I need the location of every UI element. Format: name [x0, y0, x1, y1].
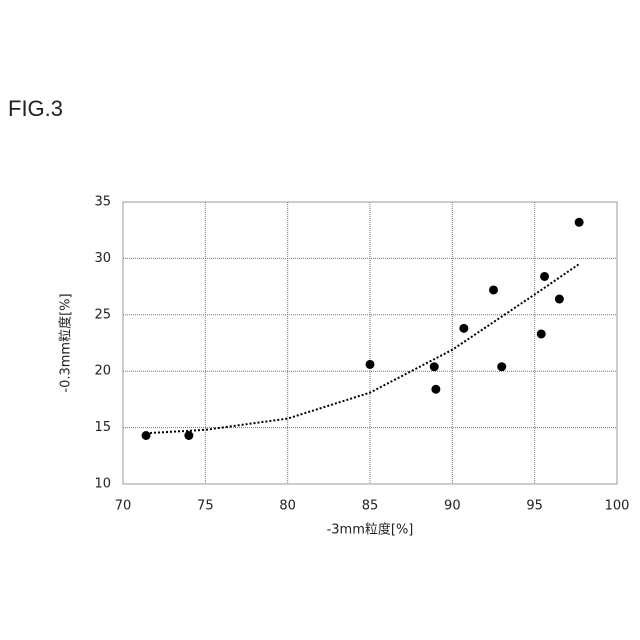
y-tick-label: 25: [94, 307, 111, 322]
x-tick-label: 100: [605, 499, 630, 514]
y-tick-label: 30: [94, 251, 111, 266]
data-point: [184, 431, 193, 440]
x-tick-label: 75: [197, 499, 214, 514]
y-tick-label: 35: [94, 195, 111, 210]
x-tick-label: 80: [279, 499, 296, 514]
data-point: [366, 360, 375, 369]
x-axis-label: -3mm粒度[%]: [327, 522, 414, 538]
y-tick-label: 10: [94, 477, 111, 492]
x-tick-label: 95: [526, 499, 543, 514]
data-point: [431, 385, 440, 394]
data-point: [459, 324, 468, 333]
data-point: [430, 362, 439, 371]
data-point: [142, 431, 151, 440]
figure-title: FIG.3: [8, 96, 63, 121]
data-point: [489, 285, 498, 294]
data-point: [537, 329, 546, 338]
trend-line: [146, 264, 579, 433]
data-point: [540, 272, 549, 281]
chart: FIG.3 -3mm粒度[%] -0.3mm粒度[%] 10 15 20 25 30 35…: [0, 0, 640, 640]
y-axis-label: -0.3mm粒度[%]: [58, 293, 74, 392]
x-tick-label: 85: [362, 499, 379, 514]
x-tick-label: 70: [115, 499, 132, 514]
data-point: [555, 295, 564, 304]
x-tick-label: 90: [444, 499, 461, 514]
y-tick-label: 20: [94, 364, 111, 379]
data-point: [497, 362, 506, 371]
y-tick-label: 15: [94, 420, 111, 435]
data-point: [575, 218, 584, 227]
